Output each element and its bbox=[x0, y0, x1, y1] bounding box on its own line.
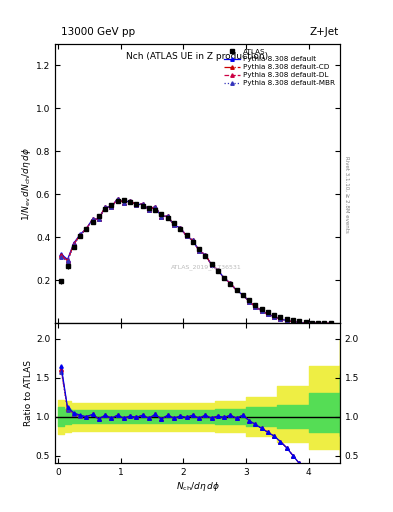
X-axis label: $N_\mathrm{ch}/d\eta\,d\phi$: $N_\mathrm{ch}/d\eta\,d\phi$ bbox=[176, 480, 219, 493]
Y-axis label: Ratio to ATLAS: Ratio to ATLAS bbox=[24, 360, 33, 426]
Text: ATLAS_2019_I1736531: ATLAS_2019_I1736531 bbox=[171, 265, 241, 270]
Text: Rivet 3.1.10, ≥ 2.8M events: Rivet 3.1.10, ≥ 2.8M events bbox=[344, 156, 349, 233]
Y-axis label: $1/N_\mathrm{ev}\,dN_\mathrm{ch}/d\eta\,d\phi$: $1/N_\mathrm{ev}\,dN_\mathrm{ch}/d\eta\,… bbox=[20, 146, 33, 221]
Legend: ATLAS, Pythia 8.308 default, Pythia 8.308 default-CD, Pythia 8.308 default-DL, P: ATLAS, Pythia 8.308 default, Pythia 8.30… bbox=[223, 47, 336, 88]
Text: Z+Jet: Z+Jet bbox=[310, 27, 339, 37]
Text: 13000 GeV pp: 13000 GeV pp bbox=[61, 27, 135, 37]
Text: Nch (ATLAS UE in Z production): Nch (ATLAS UE in Z production) bbox=[127, 52, 268, 61]
